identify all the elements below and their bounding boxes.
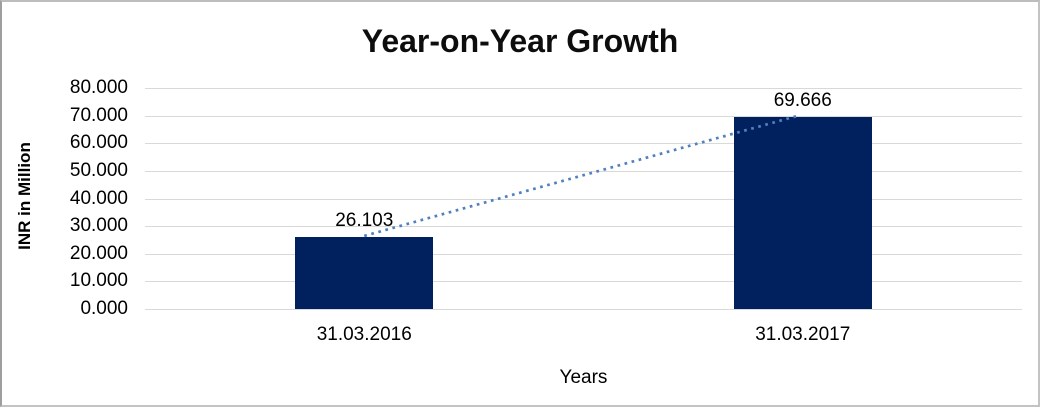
x-tick-label: 31.03.2017 bbox=[755, 324, 851, 345]
gridline bbox=[145, 115, 1022, 117]
y-tick-label: 10.000 bbox=[69, 270, 128, 292]
trendline-dotted bbox=[363, 114, 800, 238]
gridline bbox=[145, 143, 1022, 145]
gridline bbox=[145, 253, 1022, 255]
chart-title: Year-on-Year Growth bbox=[361, 23, 679, 59]
y-tick-label: 20.000 bbox=[69, 242, 128, 264]
data-label: 69.666 bbox=[773, 89, 832, 111]
y-tick-label: 60.000 bbox=[69, 132, 128, 154]
y-tick-label: 70.000 bbox=[69, 104, 128, 126]
gridline bbox=[145, 226, 1022, 228]
gridline bbox=[145, 198, 1022, 200]
y-tick-label: 50.000 bbox=[69, 159, 128, 181]
bar-31.03.2016 bbox=[295, 236, 434, 309]
plot-area bbox=[145, 88, 1022, 310]
x-axis-title: Years bbox=[559, 367, 608, 388]
gridline bbox=[145, 170, 1022, 172]
y-tick-label: 0.000 bbox=[80, 298, 128, 319]
data-label: 26.103 bbox=[335, 209, 394, 231]
y-tick-label: 80.000 bbox=[69, 77, 128, 98]
bar-31.03.2017 bbox=[733, 116, 872, 309]
gridline bbox=[145, 309, 1022, 310]
y-tick-label: 40.000 bbox=[69, 187, 128, 209]
y-tick-label: 30.000 bbox=[69, 215, 128, 237]
gridline bbox=[145, 281, 1022, 283]
trendline bbox=[363, 114, 800, 238]
gridline bbox=[145, 88, 1022, 89]
x-tick-label: 31.03.2016 bbox=[316, 324, 412, 345]
